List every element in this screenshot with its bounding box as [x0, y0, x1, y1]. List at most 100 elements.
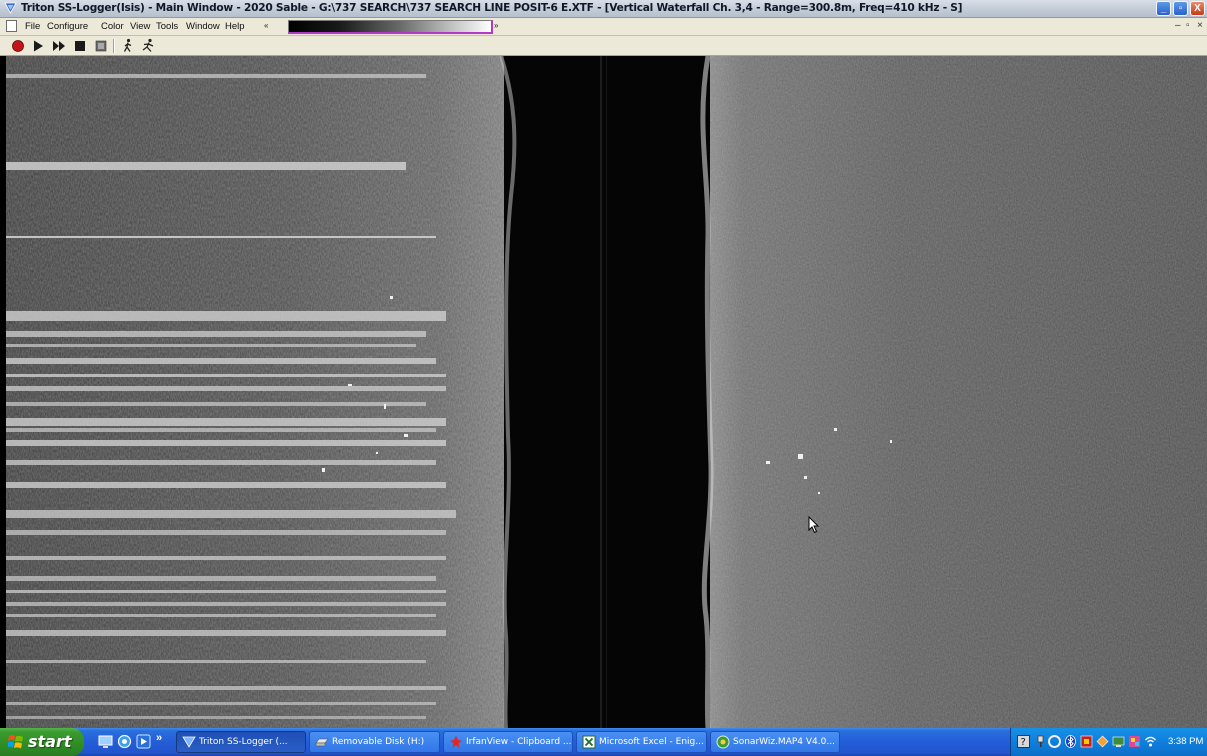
wireless-icon[interactable]	[1144, 735, 1157, 748]
media-player-icon[interactable]	[136, 734, 151, 749]
band-line	[6, 344, 416, 347]
diamond-app-icon[interactable]	[1096, 735, 1109, 748]
task-removable-disk[interactable]: Removable Disk (H:)	[309, 731, 440, 753]
port-channel-texture	[6, 56, 514, 728]
help-icon[interactable]: ?	[1017, 735, 1030, 748]
irfanview-icon	[449, 735, 463, 749]
monitor-icon[interactable]	[1112, 735, 1125, 748]
task-triton-ss-logger[interactable]: Triton SS-Logger (...	[176, 731, 306, 753]
target-return	[834, 428, 837, 431]
target-return	[890, 440, 892, 443]
task-label: SonarWiz.MAP4 V4.0...	[733, 737, 835, 747]
band-line	[6, 482, 446, 488]
walk-icon[interactable]	[120, 38, 136, 54]
color-palette-bar[interactable]	[288, 20, 493, 34]
palette-scroll-right-button[interactable]: »	[494, 21, 498, 30]
play-icon[interactable]	[30, 38, 46, 54]
menu-tools[interactable]: Tools	[156, 21, 178, 32]
toolbar-separator	[113, 39, 115, 53]
mdi-minimize-button[interactable]: –	[1175, 20, 1181, 31]
task-label: IrfanView - Clipboard ...	[466, 737, 572, 747]
excel-icon	[582, 735, 596, 749]
triton-app-icon[interactable]	[4, 2, 17, 15]
task-label: Microsoft Excel - Enig...	[599, 737, 704, 747]
palette-scroll-left-button[interactable]: «	[264, 21, 268, 30]
network-plug-icon[interactable]	[1034, 735, 1047, 748]
band-line	[6, 602, 446, 606]
target-return	[818, 492, 820, 494]
target-return	[766, 461, 770, 464]
bluetooth-icon[interactable]	[1064, 735, 1077, 748]
band-line	[6, 530, 446, 535]
browser-icon[interactable]	[117, 734, 132, 749]
band-line	[6, 311, 446, 321]
band-line	[6, 428, 436, 432]
document-icon[interactable]	[6, 20, 17, 32]
menu-help[interactable]: Help	[225, 21, 245, 32]
menu-bar: File Configure Color View Tools Window H…	[0, 18, 1207, 36]
taskbar: start » Triton SS-Logger (... Removable …	[0, 728, 1207, 756]
toolbar	[0, 36, 1207, 56]
drive-icon	[315, 735, 329, 749]
band-line	[6, 386, 446, 391]
band-line	[6, 460, 436, 465]
quick-launch-more[interactable]: »	[156, 732, 162, 744]
window-title-bar[interactable]: Triton SS-Logger(Isis) - Main Window - 2…	[0, 0, 1207, 18]
task-label: Triton SS-Logger (...	[199, 737, 288, 747]
band-line	[6, 402, 426, 406]
paint-icon[interactable]	[1128, 735, 1141, 748]
band-line	[6, 630, 446, 636]
menu-color[interactable]: Color	[101, 21, 124, 32]
target-return	[804, 476, 807, 479]
band-line	[6, 418, 446, 426]
band-line	[6, 686, 446, 690]
band-line	[6, 236, 436, 238]
menu-configure[interactable]: Configure	[47, 21, 88, 32]
mdi-close-button[interactable]: ×	[1197, 20, 1203, 31]
band-line	[6, 660, 426, 663]
band-line	[6, 716, 426, 719]
target-return	[404, 434, 408, 437]
run-icon[interactable]	[140, 38, 156, 54]
window-title: Triton SS-Logger(Isis) - Main Window - 2…	[21, 2, 962, 14]
task-microsoft-excel[interactable]: Microsoft Excel - Enig...	[576, 731, 707, 753]
menu-view[interactable]: View	[130, 21, 150, 32]
band-line	[6, 556, 446, 560]
mdi-restore-button[interactable]: ▫	[1186, 20, 1190, 31]
band-line	[6, 74, 426, 78]
start-button[interactable]: start	[0, 728, 84, 756]
sonarwiz-icon	[716, 735, 730, 749]
pause-icon[interactable]	[93, 38, 109, 54]
band-line	[6, 162, 406, 170]
sync-icon[interactable]	[1048, 735, 1061, 748]
close-button[interactable]: X	[1190, 1, 1205, 16]
menu-file[interactable]: File	[25, 21, 40, 32]
band-line	[6, 614, 436, 617]
security-shield-icon[interactable]	[1080, 735, 1093, 748]
minimize-button[interactable]: _	[1156, 1, 1171, 16]
mouse-cursor-icon	[808, 516, 820, 534]
svg-text:?: ?	[1021, 737, 1026, 748]
nadir-centerline-2	[606, 56, 607, 728]
starboard-channel-texture	[703, 56, 1207, 728]
record-icon[interactable]	[10, 38, 26, 54]
target-return	[376, 452, 378, 454]
band-line	[6, 576, 436, 581]
menu-window[interactable]: Window	[186, 21, 220, 32]
task-sonarwiz[interactable]: SonarWiz.MAP4 V4.0...	[710, 731, 840, 753]
task-label: Removable Disk (H:)	[332, 737, 424, 747]
band-line	[6, 510, 456, 518]
task-irfanview[interactable]: IrfanView - Clipboard ...	[443, 731, 573, 753]
triton-icon	[182, 735, 196, 749]
start-label: start	[28, 732, 72, 751]
system-clock[interactable]: 3:38 PM	[1168, 736, 1203, 747]
show-desktop-icon[interactable]	[98, 734, 113, 749]
windows-flag-icon	[8, 734, 24, 750]
target-return	[384, 404, 386, 409]
stop-icon[interactable]	[72, 38, 88, 54]
maximize-button[interactable]: ▫	[1173, 1, 1188, 16]
fast-forward-icon[interactable]	[51, 38, 67, 54]
band-line	[6, 590, 446, 593]
sonar-waterfall-display[interactable]	[6, 56, 1207, 728]
band-line	[6, 702, 436, 705]
